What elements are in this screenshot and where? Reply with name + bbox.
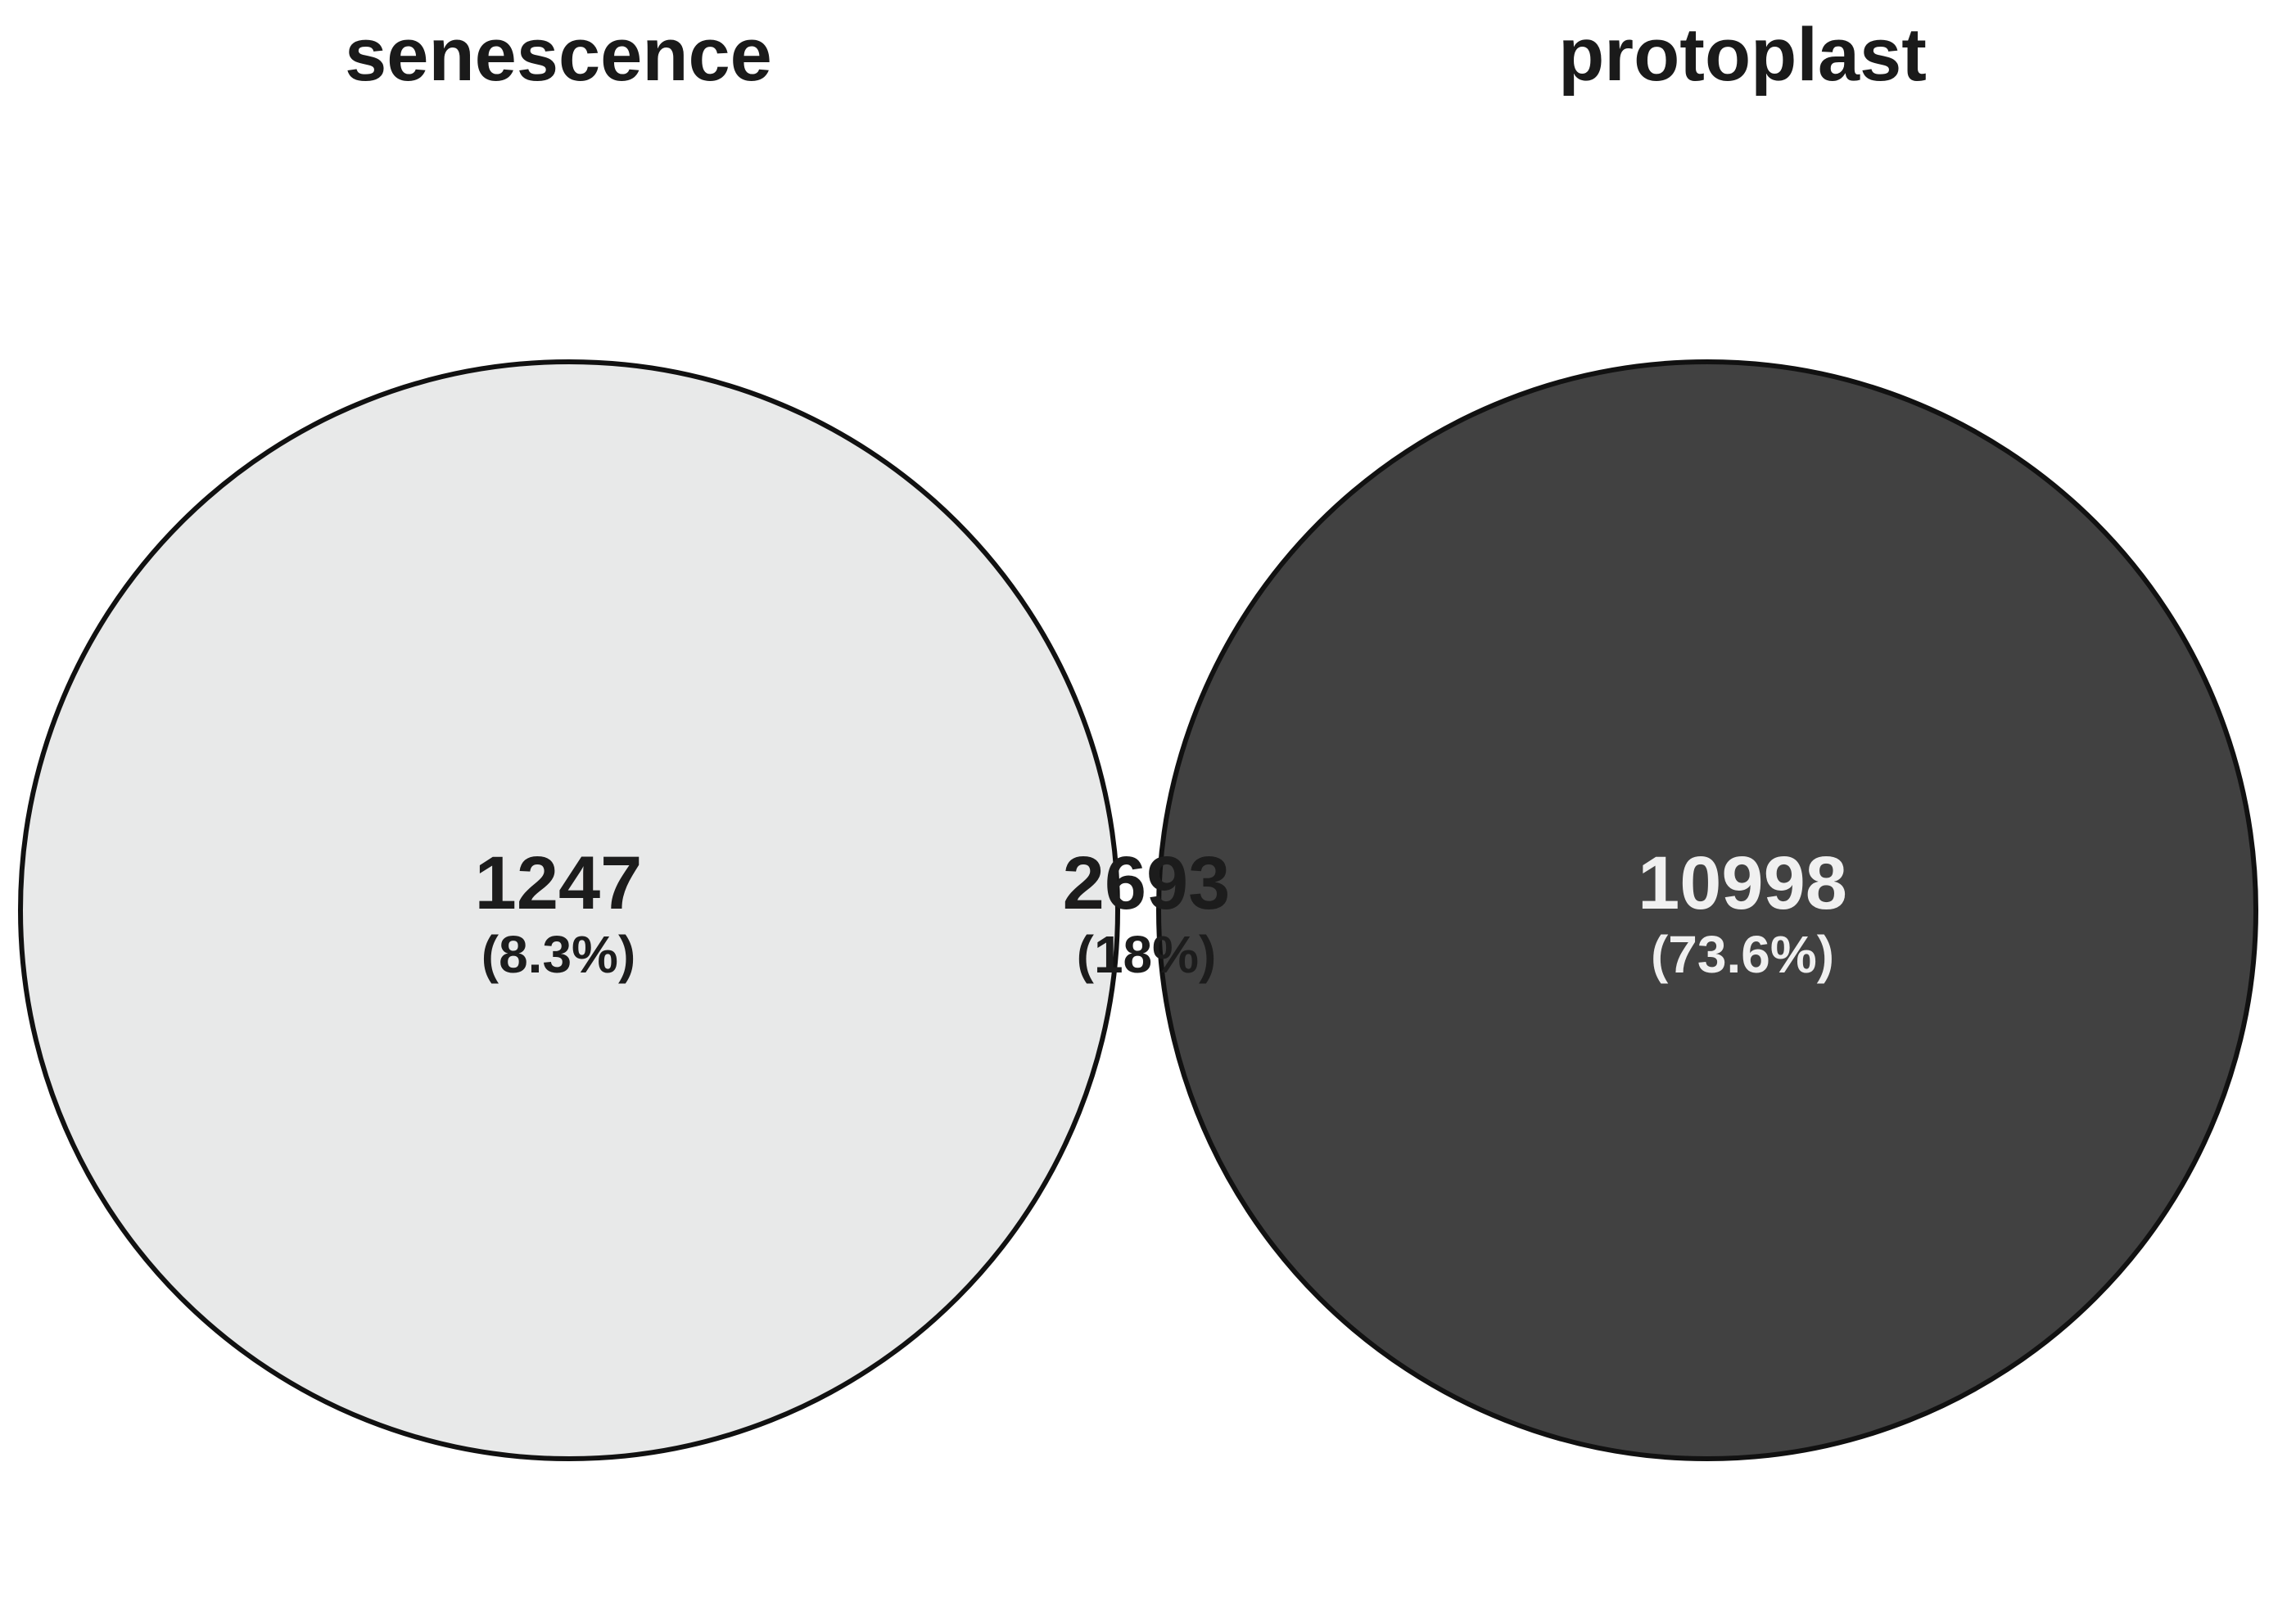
senescence-title: senescence [345, 13, 772, 97]
senescence-outline [18, 359, 1120, 1461]
overlap-count: 2693 [1063, 842, 1231, 925]
protoplast-title: protoplast [1558, 13, 1927, 97]
senescence-only-percent: (8.3%) [481, 925, 636, 984]
protoplast-only-percent: (73.6%) [1651, 925, 1834, 984]
senescence-circle [20, 362, 1118, 1459]
protoplast-outline [1156, 359, 2258, 1461]
senescence-only-count: 1247 [475, 842, 643, 925]
overlap-percent: (18%) [1077, 925, 1217, 984]
protoplast-only-count: 10998 [1638, 842, 1847, 925]
protoplast-circle [1159, 362, 2256, 1459]
